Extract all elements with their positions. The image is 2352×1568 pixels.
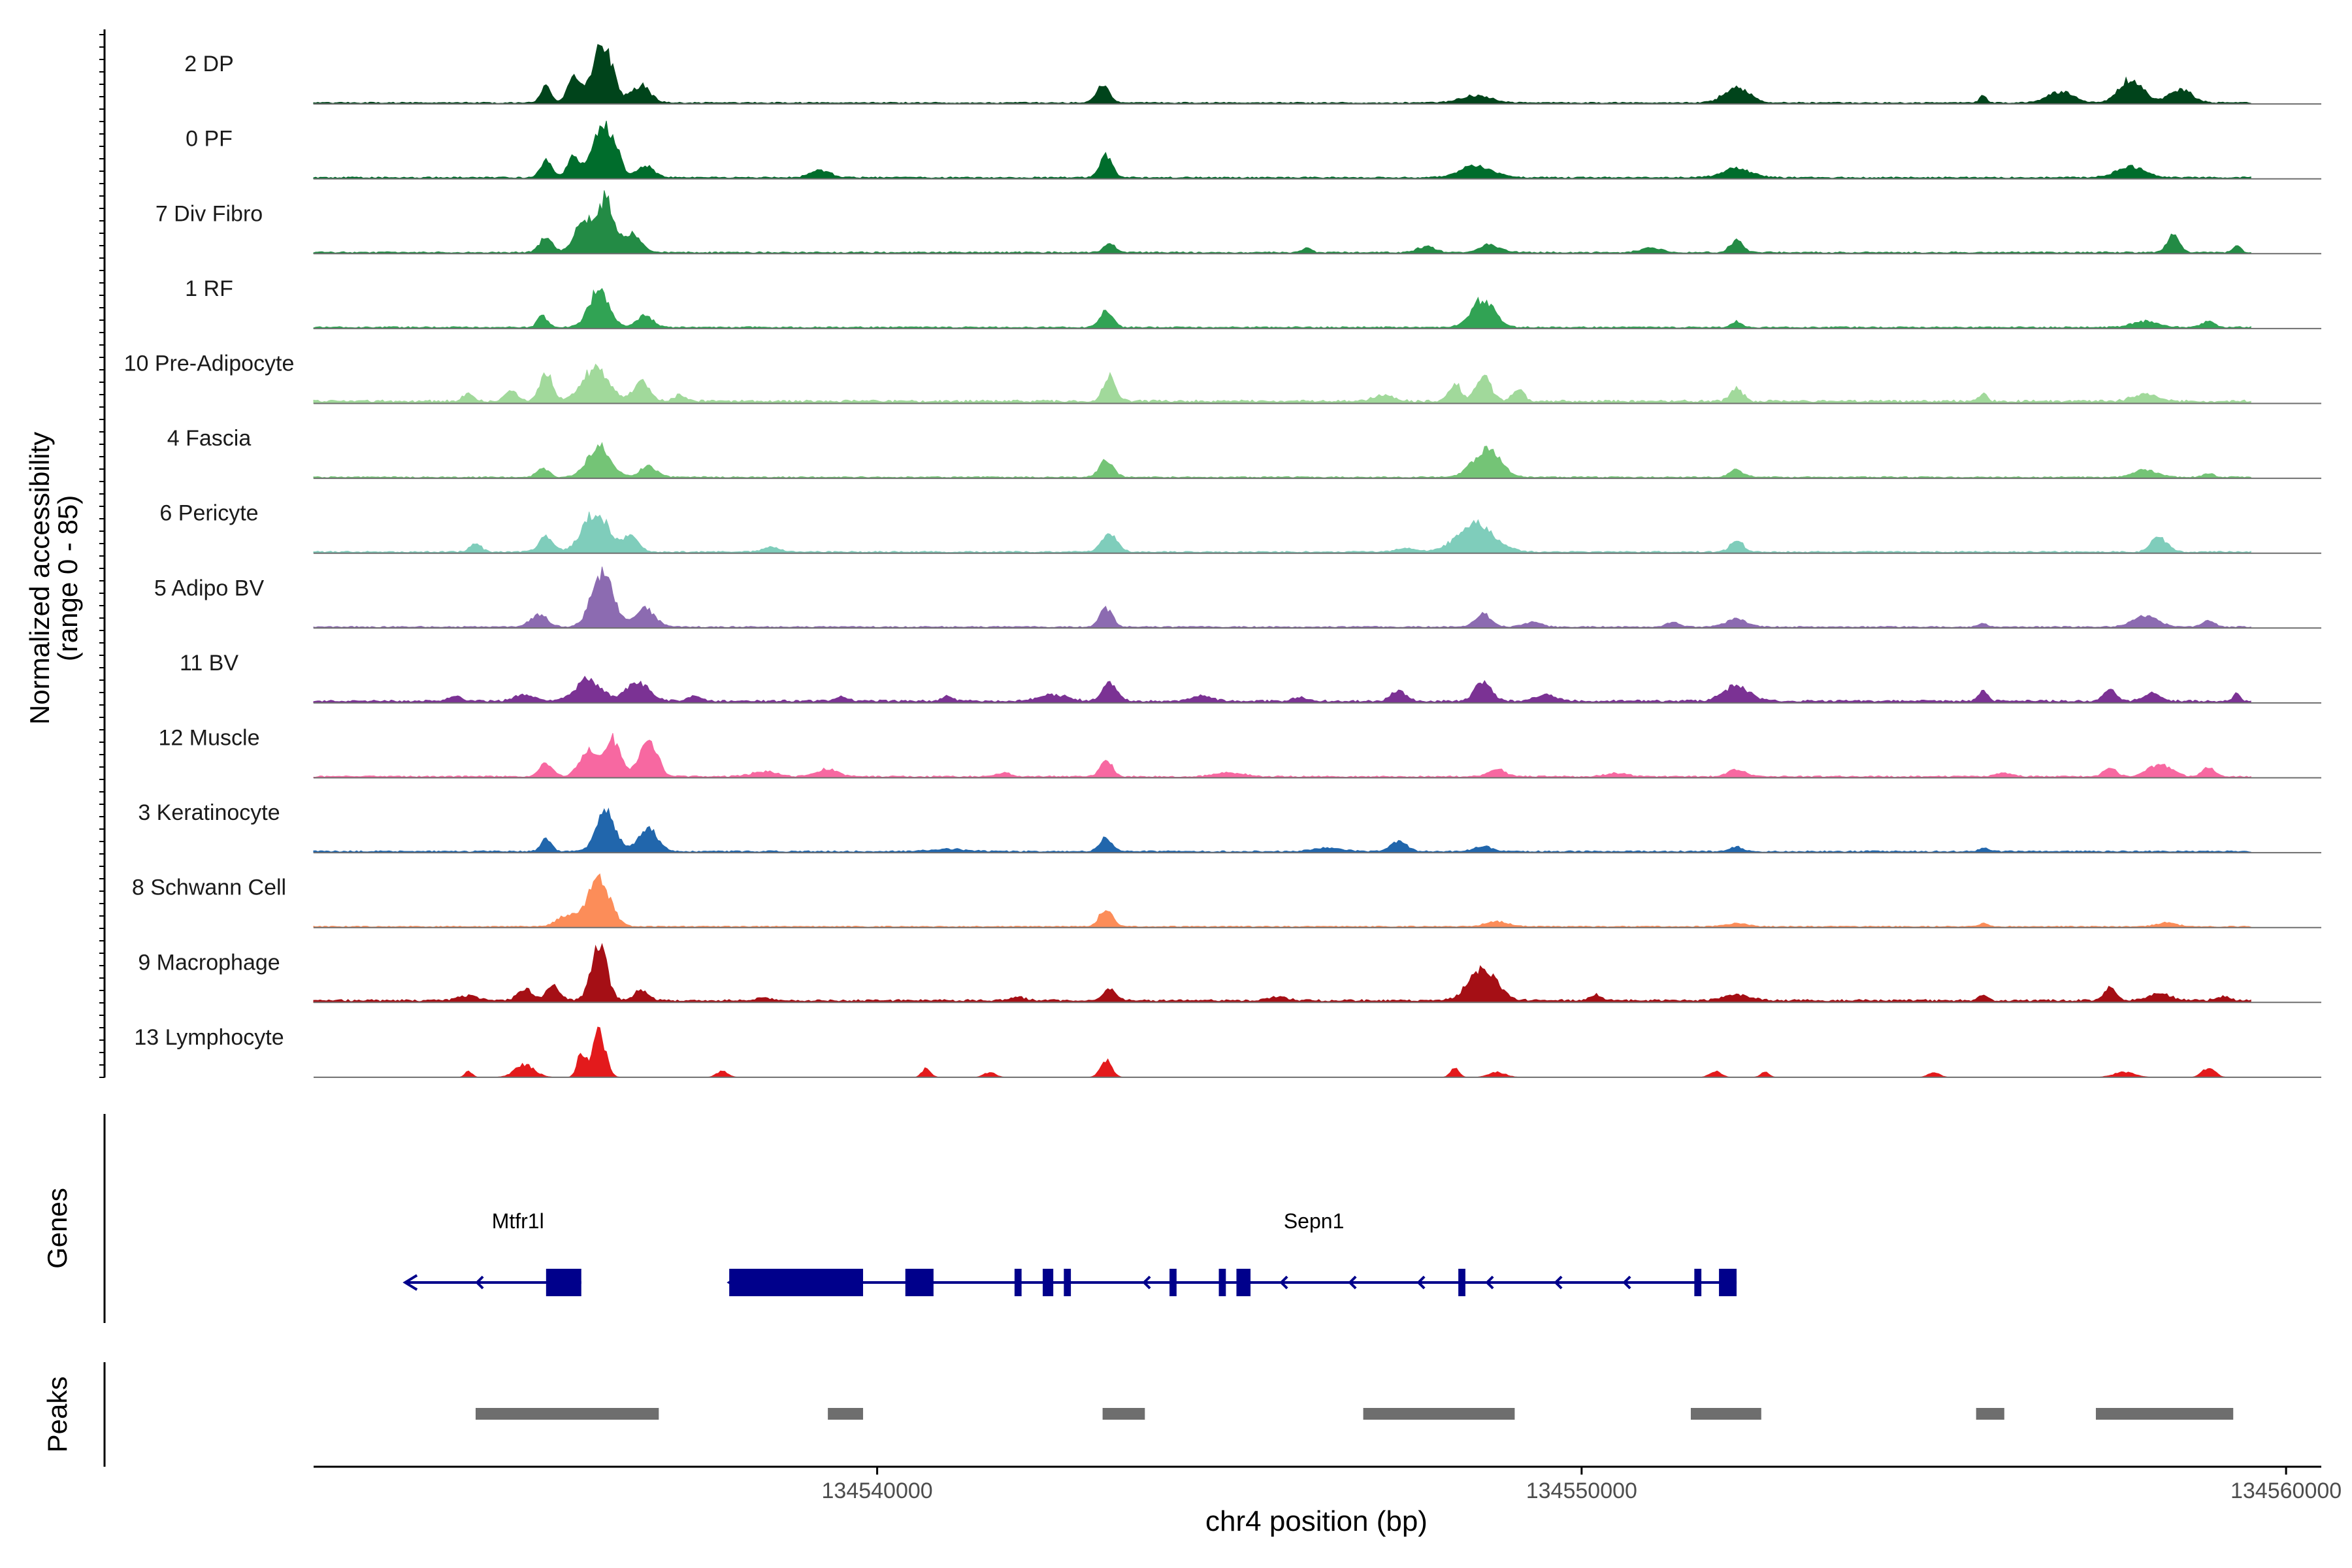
coverage-area: [313, 943, 2251, 1003]
track-label: 4 Fascia: [167, 426, 252, 451]
y-axis-label-range: (range 0 - 85): [52, 495, 83, 661]
strand-arrow: [1348, 1275, 1357, 1290]
coverage-area: [313, 733, 2251, 778]
strand-arrow: [1554, 1275, 1563, 1290]
coverage-area: [313, 873, 2251, 928]
track-label: 9 Macrophage: [138, 950, 280, 975]
strand-arrow: [1279, 1275, 1288, 1290]
track-14: 13 Lymphocyte: [134, 1025, 2321, 1078]
track-label: 12 Muscle: [159, 726, 260, 751]
peak-region: [475, 1408, 659, 1420]
coverage-tracks: 2 DP 0 PF 7 Div Fibro 1 RF 10 Pre-Adipocyte 4…: [124, 44, 2321, 1078]
track-label: 1 RF: [185, 276, 233, 301]
track-label: 3 Keratinocyte: [138, 800, 280, 825]
track-7: 6 Pericyte: [159, 501, 2321, 554]
track-12: 8 Schwann Cell: [132, 873, 2321, 928]
track-2: 0 PF: [186, 120, 2321, 180]
peak-region: [1102, 1408, 1145, 1420]
track-label: 11 BV: [180, 651, 238, 676]
peaks-track: [103, 1362, 2234, 1467]
accessibility-y-axis: [99, 29, 106, 1078]
strand-arrow: [1142, 1275, 1151, 1290]
strand-arrow: [402, 1274, 418, 1291]
gene-mtfr1l: Mtfr1l: [402, 1209, 581, 1296]
genes-track-label: Genes: [42, 1188, 73, 1269]
peak-region: [828, 1408, 864, 1420]
coverage-area: [313, 676, 2251, 704]
track-9: 11 BV: [180, 651, 2321, 704]
track-5: 10 Pre-Adipocyte: [124, 351, 2321, 404]
coverage-area: [313, 442, 2251, 479]
coverage-area: [313, 363, 2251, 404]
track-10: 12 Muscle: [159, 726, 2321, 779]
coverage-area: [313, 287, 2251, 329]
coverage-area: [313, 190, 2251, 254]
track-1: 2 DP: [184, 44, 2321, 105]
peaks-track-label: Peaks: [42, 1377, 73, 1453]
x-axis: 134540000 134550000 134560000: [314, 1465, 2342, 1503]
exon: [1236, 1269, 1251, 1296]
genes-track: Mtfr1l Sepn1: [103, 1114, 1737, 1323]
x-tick-label: 134560000: [2230, 1478, 2342, 1503]
peak-region: [1976, 1408, 2004, 1420]
track-11: 3 Keratinocyte: [138, 800, 2321, 854]
track-label: 0 PF: [186, 127, 233, 152]
track-3: 7 Div Fibro: [155, 190, 2321, 255]
coverage-area: [313, 566, 2251, 629]
exon: [1014, 1269, 1022, 1296]
gene-name: Mtfr1l: [492, 1209, 544, 1233]
track-label: 2 DP: [184, 52, 234, 76]
exon: [729, 1269, 864, 1296]
exon: [1042, 1269, 1054, 1296]
x-axis-label: chr4 position (bp): [1205, 1505, 1428, 1537]
exon: [546, 1269, 581, 1296]
exon: [1458, 1269, 1465, 1296]
track-label: 5 Adipo BV: [154, 576, 265, 600]
strand-arrow: [475, 1275, 484, 1290]
strand-arrow: [1416, 1275, 1426, 1290]
track-label: 7 Div Fibro: [155, 201, 263, 226]
track-label: 13 Lymphocyte: [134, 1025, 284, 1050]
track-label: 10 Pre-Adipocyte: [124, 351, 295, 376]
exon: [905, 1269, 934, 1296]
exon: [1064, 1269, 1071, 1296]
y-axis-label: Normalized accessibility: [24, 432, 55, 725]
exon: [1694, 1269, 1702, 1296]
coverage-area: [313, 808, 2251, 853]
gene-name: Sepn1: [1284, 1209, 1345, 1233]
track-label: 8 Schwann Cell: [132, 875, 286, 900]
exon: [1169, 1269, 1177, 1296]
coverage-area: [313, 44, 2251, 105]
strand-arrow: [1622, 1275, 1631, 1290]
x-tick-label: 134540000: [822, 1478, 933, 1503]
coverage-area: [313, 120, 2251, 180]
track-8: 5 Adipo BV: [154, 566, 2321, 629]
track-6: 4 Fascia: [167, 426, 2321, 480]
peak-region: [1690, 1408, 1761, 1420]
exon: [1218, 1269, 1226, 1296]
strand-arrow: [1485, 1275, 1494, 1290]
track-4: 1 RF: [185, 276, 2321, 329]
gene-sepn1: Sepn1: [727, 1209, 1737, 1296]
exon: [1719, 1269, 1737, 1296]
coverage-area: [314, 1026, 2251, 1078]
peak-region: [2095, 1408, 2234, 1420]
track-label: 6 Pericyte: [159, 501, 258, 526]
x-tick-label: 134550000: [1526, 1478, 1637, 1503]
peak-region: [1363, 1408, 1515, 1420]
coverage-area: [313, 512, 2251, 554]
track-13: 9 Macrophage: [138, 943, 2321, 1004]
